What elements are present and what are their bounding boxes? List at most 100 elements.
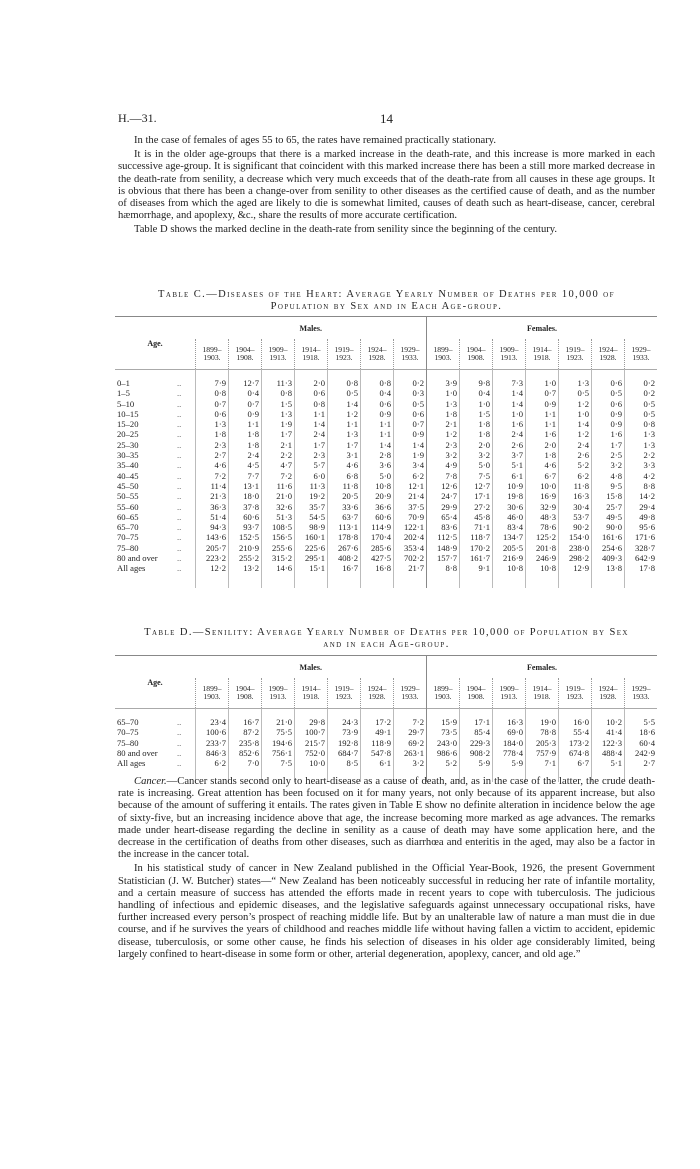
females-rate-cell: 3·9 — [426, 369, 460, 389]
females-rate-cell: 2·6 — [558, 450, 592, 461]
females-rate-cell: 1·0 — [525, 369, 559, 389]
males-rate-cell: 3·4 — [393, 460, 427, 471]
males-rate-cell: 10·0 — [294, 758, 328, 783]
females-rate-cell: 29·4 — [624, 501, 657, 512]
period-end: 1913. — [269, 353, 287, 362]
males-rate-cell: 2·8 — [360, 450, 394, 461]
males-rate-cell: 1·8 — [228, 429, 262, 440]
period-end: 1913. — [269, 692, 287, 701]
period-start: 1924– — [367, 344, 387, 354]
females-rate-cell: 65·4 — [426, 511, 460, 523]
males-rate-cell: 49·1 — [360, 727, 394, 738]
males-rate-cell: 69·2 — [393, 737, 427, 748]
females-rate-cell: 161·7 — [459, 553, 493, 564]
period-start: 1919– — [334, 683, 354, 693]
males-rate-cell: 0·5 — [327, 388, 361, 399]
males-rate-cell: 215·7 — [294, 737, 328, 748]
table-header: Age. Males. Females. 1899– 1903. 1904– 1908. 19… — [115, 655, 657, 709]
period-header: 1909– 1913. — [492, 339, 526, 370]
period-start: 1904– — [466, 344, 486, 354]
period-header: 1924– 1928. — [591, 339, 625, 370]
table-row: 80 and over.. 223·2 255·2 315·2 295·1 408·2 42… — [115, 553, 657, 564]
leader-dots: .. — [177, 491, 182, 502]
males-rate-cell: 4·5 — [228, 460, 262, 471]
females-rate-cell: 5·9 — [492, 758, 526, 783]
period-end: 1918. — [533, 353, 551, 362]
males-rate-cell: 11·3 — [294, 480, 328, 492]
table-row: 40–45.. 7·2 7·7 7·2 6·0 6·8 5·0 6·2 7·8 7·5 6·1 6·7… — [115, 470, 657, 481]
table-row: 60–65.. 51·4 60·6 51·3 54·5 63·7 60·6 70·9 65·4 4… — [115, 511, 657, 523]
period-end: 1928. — [368, 692, 386, 701]
females-rate-cell: 0·2 — [624, 388, 657, 399]
males-rate-cell: 170·4 — [360, 532, 394, 543]
period-header: 1909– 1913. — [492, 678, 526, 709]
leader-dots: .. — [177, 470, 182, 481]
period-header: 1914– 1918. — [525, 339, 559, 370]
females-rate-cell: 71·1 — [459, 522, 493, 533]
period-start: 1919– — [565, 683, 585, 693]
females-rate-cell: 201·8 — [525, 542, 559, 554]
table-d: Age. Males. Females. 1899– 1903. 1904– 1908. 19… — [115, 655, 657, 783]
females-rate-cell: 2·0 — [525, 439, 559, 451]
males-rate-cell: 6·0 — [294, 470, 328, 481]
age-group: 65–70 — [117, 717, 139, 727]
paragraph: In his statistical study of cancer in Ne… — [118, 863, 655, 960]
females-rate-cell: 78·8 — [525, 727, 559, 738]
females-rate-cell: 18·6 — [624, 727, 657, 738]
males-rate-cell: 202·4 — [393, 532, 427, 543]
males-rate-cell: 6·8 — [327, 470, 361, 481]
males-rate-cell: 2·4 — [294, 429, 328, 440]
males-rate-cell: 51·3 — [261, 511, 295, 523]
females-rate-cell: 10·2 — [591, 708, 625, 728]
males-rate-cell: 225·6 — [294, 542, 328, 554]
males-rate-cell: 32·6 — [261, 501, 295, 512]
age-group: 0–1 — [117, 378, 130, 388]
males-rate-cell: 7·2 — [195, 470, 229, 481]
females-rate-cell: 1·4 — [558, 419, 592, 430]
table-row: 30–35.. 2·7 2·4 2·2 2·3 3·1 2·8 1·9 3·2 3·2 3·7 1·8… — [115, 450, 657, 461]
age-group: 70–75 — [117, 532, 139, 543]
males-rate-cell: 11·6 — [261, 480, 295, 492]
age-group: All ages — [117, 758, 146, 769]
period-start: 1919– — [565, 344, 585, 354]
leader-dots: .. — [177, 378, 182, 388]
age-group: 15–20 — [117, 419, 139, 430]
males-rate-cell: 70·9 — [393, 511, 427, 523]
males-rate-cell: 1·9 — [393, 450, 427, 461]
females-rate-cell: 10·9 — [492, 480, 526, 492]
table-title-line: Population by Sex and in Each Age-group. — [270, 301, 503, 312]
leader-dots: .. — [177, 450, 182, 461]
leader-dots: .. — [177, 553, 182, 564]
table-row: 55–60.. 36·3 37·8 32·6 35·7 33·6 36·6 37·5 29·9 2… — [115, 501, 657, 512]
females-rate-cell: 17·1 — [459, 491, 493, 502]
males-rate-cell: 5·0 — [360, 470, 394, 481]
females-header: Females. — [426, 655, 657, 678]
females-rate-cell: 1·8 — [459, 419, 493, 430]
males-rate-cell: 263·1 — [393, 747, 427, 759]
females-rate-cell: 409·3 — [591, 553, 625, 564]
females-rate-cell: 674·8 — [558, 747, 592, 759]
period-end: 1923. — [335, 353, 353, 362]
males-rate-cell: 0·6 — [360, 398, 394, 409]
females-rate-cell: 17·1 — [459, 708, 493, 728]
males-rate-cell: 315·2 — [261, 553, 295, 564]
period-start: 1899– — [433, 344, 453, 354]
females-rate-cell: 1·2 — [558, 429, 592, 440]
paragraph: It is in the older age-groups that there… — [118, 149, 655, 222]
period-start: 1904– — [466, 683, 486, 693]
females-rate-cell: 12·9 — [558, 563, 592, 588]
males-rate-cell: 37·8 — [228, 501, 262, 512]
leader-dots: .. — [177, 532, 182, 543]
period-start: 1914– — [301, 344, 321, 354]
females-rate-cell: 2·4 — [558, 439, 592, 451]
period-end: 1933. — [632, 692, 650, 701]
period-header: 1904– 1908. — [228, 339, 262, 370]
header-group-row: Age. Males. Females. — [115, 655, 657, 687]
males-rate-cell: 0·7 — [393, 419, 427, 430]
males-rate-cell: 75·5 — [261, 727, 295, 738]
females-rate-cell: 14·2 — [624, 491, 657, 502]
males-rate-cell: 73·9 — [327, 727, 361, 738]
males-rate-cell: 21·4 — [393, 491, 427, 502]
males-rate-cell: 5·7 — [294, 460, 328, 471]
females-rate-cell: 1·0 — [492, 408, 526, 420]
